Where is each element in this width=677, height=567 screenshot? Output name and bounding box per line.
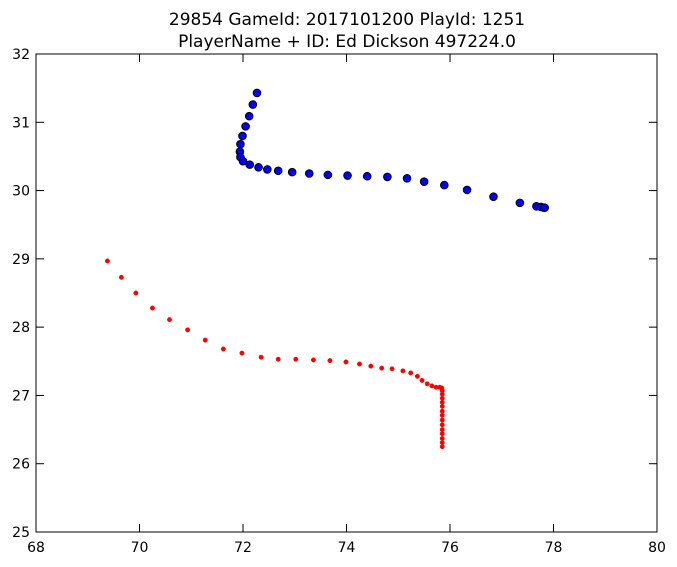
- x-tick-label: 70: [131, 540, 149, 556]
- red-point: [439, 440, 445, 445]
- red-point: [400, 368, 406, 374]
- blue-point: [244, 111, 254, 121]
- red-point: [293, 356, 299, 362]
- red-point: [389, 366, 395, 372]
- x-axis: 68 70 72 74 76 78 80: [27, 54, 666, 556]
- y-axis: 25 26 27 28 29 30 31 32: [12, 47, 657, 541]
- blue-point: [245, 160, 255, 169]
- blue-point: [515, 198, 525, 208]
- blue-point: [263, 165, 272, 174]
- red-point: [439, 431, 445, 437]
- red-point: [408, 370, 414, 376]
- red-point: [310, 357, 316, 363]
- blue-point: [540, 203, 550, 212]
- red-point: [439, 399, 445, 405]
- y-tick-label: 29: [12, 252, 30, 268]
- blue-point: [287, 167, 297, 177]
- red-point: [327, 358, 333, 364]
- blue-point: [248, 100, 258, 109]
- y-tick-label: 31: [12, 115, 30, 131]
- y-tick-label: 25: [12, 525, 30, 541]
- red-point: [439, 403, 445, 409]
- red-point: [379, 365, 385, 371]
- blue-point: [238, 131, 247, 141]
- x-tick-label: 68: [27, 540, 45, 556]
- blue-point: [489, 192, 498, 202]
- blue-point: [343, 171, 352, 180]
- blue-point: [323, 170, 333, 180]
- blue-point: [252, 88, 262, 98]
- y-tick-label: 30: [12, 184, 30, 200]
- blue-point: [238, 156, 248, 166]
- y-tick-label: 27: [12, 388, 30, 404]
- red-point: [239, 350, 245, 356]
- red-point: [439, 427, 445, 433]
- red-point: [202, 337, 208, 343]
- blue-point: [402, 173, 412, 183]
- blue-point: [236, 139, 245, 149]
- red-point: [258, 354, 264, 360]
- y-tick-label: 32: [12, 47, 30, 63]
- red-point: [220, 346, 226, 352]
- blue-point: [304, 169, 314, 178]
- plot-points: [104, 88, 550, 450]
- blue-point: [241, 122, 250, 131]
- x-tick-label: 72: [234, 540, 252, 556]
- blue-point: [419, 177, 429, 186]
- red-point: [343, 359, 349, 365]
- chart-subtitle: PlayerName + ID: Ed Dickson 497224.0: [178, 32, 516, 52]
- red-point: [149, 305, 155, 311]
- red-point: [275, 356, 281, 362]
- red-point: [419, 377, 425, 383]
- x-tick-label: 74: [338, 540, 356, 556]
- red-point: [439, 444, 445, 450]
- red-point: [133, 290, 139, 296]
- red-point: [439, 417, 445, 423]
- x-tick-label: 80: [648, 540, 666, 556]
- blue-point: [462, 185, 472, 195]
- x-tick-label: 76: [441, 540, 459, 556]
- red-point: [424, 381, 430, 387]
- y-tick-label: 26: [12, 457, 30, 473]
- blue-point: [254, 163, 263, 172]
- red-point: [356, 361, 362, 367]
- red-point: [429, 383, 435, 389]
- chart-title: 29854 GameId: 2017101200 PlayId: 1251: [169, 10, 525, 30]
- red-point: [439, 412, 445, 418]
- plot-frame: [35, 53, 658, 533]
- blue-point: [440, 180, 449, 190]
- red-point: [167, 317, 172, 323]
- red-point: [439, 408, 445, 414]
- red-point: [439, 435, 445, 441]
- blue-point: [273, 166, 283, 176]
- blue-point: [362, 171, 372, 181]
- red-point: [439, 422, 445, 428]
- y-tick-label: 28: [12, 320, 30, 336]
- x-tick-label: 78: [545, 540, 563, 556]
- red-point: [104, 258, 110, 264]
- red-point: [118, 274, 124, 280]
- red-point: [185, 327, 191, 333]
- blue-point: [383, 172, 392, 182]
- red-point: [414, 373, 420, 379]
- red-point: [439, 391, 445, 397]
- red-point: [439, 395, 445, 401]
- red-point: [368, 363, 374, 369]
